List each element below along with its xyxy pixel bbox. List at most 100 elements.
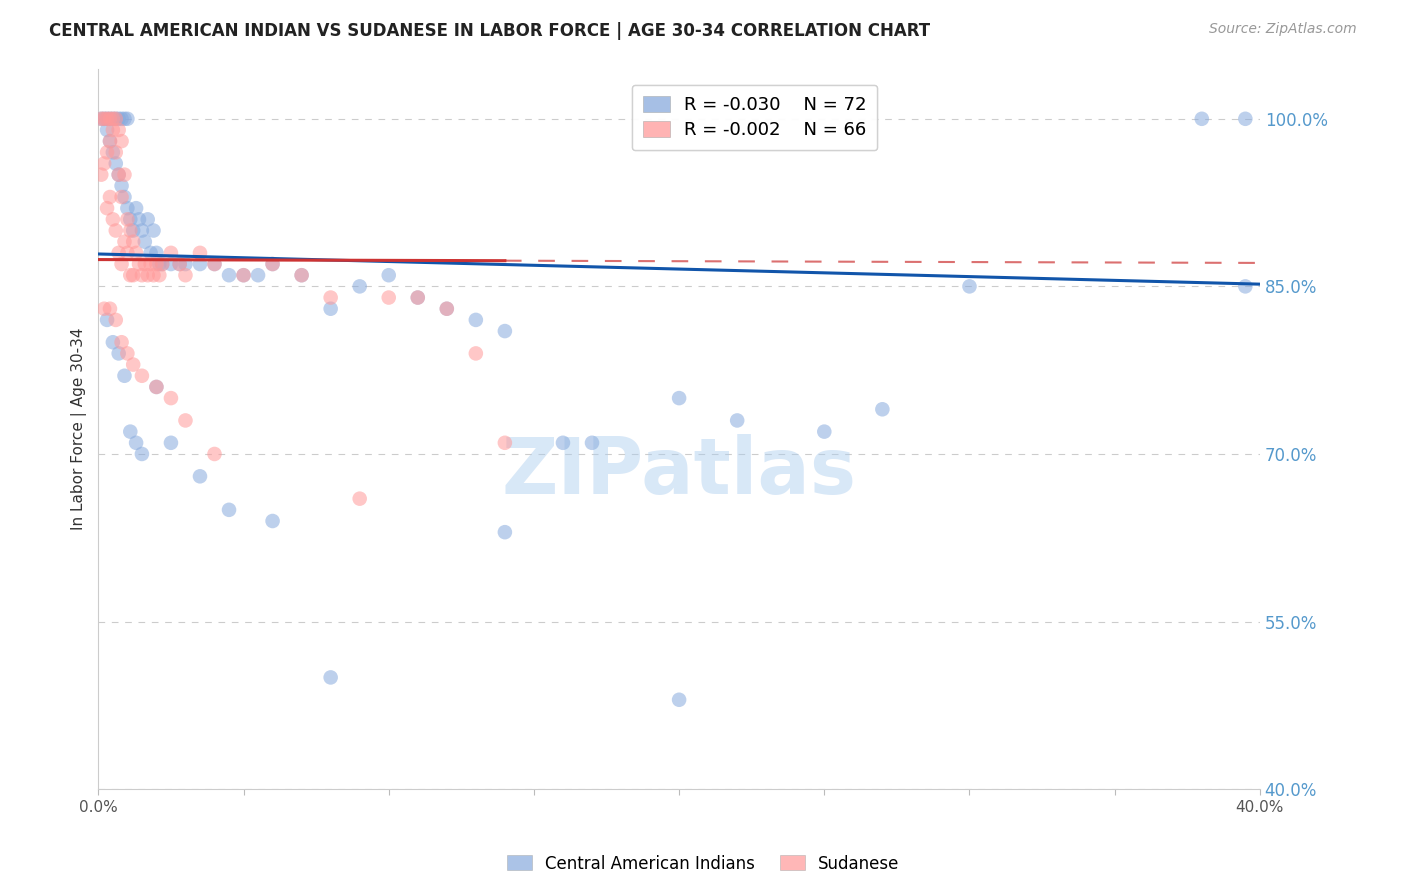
Point [377, 291, 399, 305]
Point [104, 223, 127, 237]
Point [101, 123, 124, 137]
Point [668, 692, 690, 706]
Point [120, 425, 142, 439]
Point [104, 313, 127, 327]
Point [110, 190, 132, 204]
Point [218, 268, 240, 283]
Point [188, 257, 211, 271]
Point [494, 324, 516, 338]
Point [169, 257, 191, 271]
Point [319, 670, 342, 684]
Point [114, 235, 136, 249]
Point [959, 279, 981, 293]
Point [148, 257, 170, 271]
Point [98, 190, 121, 204]
Point [104, 112, 127, 126]
Point [117, 346, 139, 360]
Point [145, 380, 167, 394]
Point [142, 268, 165, 283]
Point [551, 435, 574, 450]
Legend: R = -0.030    N = 72, R = -0.002    N = 66: R = -0.030 N = 72, R = -0.002 N = 66 [631, 85, 877, 150]
Point [117, 112, 139, 126]
Point [98, 134, 121, 148]
Text: Source: ZipAtlas.com: Source: ZipAtlas.com [1209, 22, 1357, 37]
Point [581, 435, 603, 450]
Point [725, 413, 748, 427]
Text: CENTRAL AMERICAN INDIAN VS SUDANESE IN LABOR FORCE | AGE 30-34 CORRELATION CHART: CENTRAL AMERICAN INDIAN VS SUDANESE IN L… [49, 22, 931, 40]
Point [96, 112, 118, 126]
Point [188, 245, 211, 260]
Point [107, 112, 129, 126]
Point [93, 301, 115, 316]
Point [110, 178, 132, 193]
Point [134, 235, 156, 249]
Text: ZIPatlas: ZIPatlas [502, 434, 856, 510]
Point [160, 245, 183, 260]
Point [148, 268, 170, 283]
Point [150, 257, 173, 271]
Point [96, 201, 118, 215]
Point [291, 268, 314, 283]
Point [120, 212, 142, 227]
Point [160, 391, 183, 405]
Point [96, 313, 118, 327]
Point [262, 514, 284, 528]
Point [104, 145, 127, 160]
Point [128, 257, 150, 271]
Point [142, 223, 165, 237]
Point [377, 268, 399, 283]
Point [128, 212, 150, 227]
Point [134, 257, 156, 271]
Point [1234, 279, 1257, 293]
Point [1234, 112, 1257, 126]
Point [349, 279, 371, 293]
Point [110, 112, 132, 126]
Point [131, 268, 153, 283]
Point [131, 447, 153, 461]
Point [145, 257, 167, 271]
Point [110, 335, 132, 350]
Point [319, 291, 342, 305]
Point [93, 112, 115, 126]
Point [90, 112, 112, 126]
Point [125, 435, 148, 450]
Point [145, 380, 167, 394]
Point [104, 112, 127, 126]
Point [101, 112, 124, 126]
Point [107, 168, 129, 182]
Point [104, 156, 127, 170]
Point [125, 201, 148, 215]
Point [136, 212, 159, 227]
Point [291, 268, 314, 283]
Point [406, 291, 429, 305]
Point [114, 190, 136, 204]
Point [117, 245, 139, 260]
Point [131, 223, 153, 237]
Point [101, 112, 124, 126]
Point [98, 112, 121, 126]
Point [174, 268, 197, 283]
Point [169, 257, 191, 271]
Point [107, 168, 129, 182]
Point [101, 212, 124, 227]
Point [262, 257, 284, 271]
Point [174, 413, 197, 427]
Point [98, 112, 121, 126]
Point [406, 291, 429, 305]
Point [110, 134, 132, 148]
Point [131, 368, 153, 383]
Point [114, 168, 136, 182]
Point [464, 346, 486, 360]
Point [204, 447, 226, 461]
Point [93, 112, 115, 126]
Point [218, 503, 240, 517]
Point [150, 257, 173, 271]
Point [436, 301, 458, 316]
Point [494, 435, 516, 450]
Point [262, 257, 284, 271]
Point [349, 491, 371, 506]
Point [136, 268, 159, 283]
Y-axis label: In Labor Force | Age 30-34: In Labor Force | Age 30-34 [72, 327, 87, 530]
Point [160, 435, 183, 450]
Point [668, 391, 690, 405]
